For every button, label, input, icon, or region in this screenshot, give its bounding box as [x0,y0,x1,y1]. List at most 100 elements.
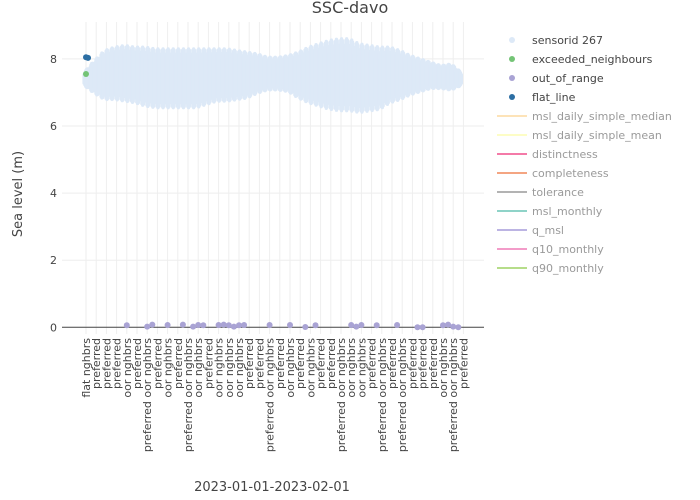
legend-item[interactable]: msl_monthly [497,205,603,218]
out-of-range-point [445,321,452,328]
x-tick-label: preferred [90,338,103,389]
x-tick-label: oor nghbrs [437,338,450,398]
x-tick-label: preferred [172,338,185,389]
out-of-range-point [215,321,222,328]
x-tick-label: preferred [366,338,379,389]
out-of-range-point [164,321,171,328]
out-of-range-point [144,323,151,330]
x-tick-label: preferred oor nghbrs [376,338,389,452]
legend-label: out_of_range [532,72,604,85]
x-tick-label: flat nghbrs [80,338,93,398]
legend-label: exceeded_neighbours [532,53,653,66]
x-tick-label: preferred oor nghbrs [182,338,195,452]
out-of-range-point [220,321,227,328]
legend-label: sensorid 267 [532,34,603,47]
out-of-range-point [190,323,197,330]
out-of-range-point [358,321,365,328]
x-tick-label: preferred oor nghbrs [264,338,277,452]
legend-label: completeness [532,167,609,180]
out-of-range-point [455,324,462,331]
legend-item[interactable]: msl_daily_simple_mean [497,129,662,142]
x-tick-label: oor nghbrs [121,338,134,398]
x-tick-label: preferred [417,338,430,389]
x-tick-label: preferred [111,338,124,389]
out-of-range-point [394,321,401,328]
out-of-range-point [353,323,360,330]
legend-item[interactable]: out_of_range [509,72,604,85]
out-of-range-point [302,323,309,330]
legend-label: flat_line [532,91,576,104]
legend-label: tolerance [532,186,584,199]
legend-label: q90_monthly [532,262,604,275]
out-of-range-point [266,321,273,328]
out-of-range-point [312,322,319,329]
data-points [83,54,462,331]
out-of-range-point [440,322,446,329]
y-tick-label: 4 [50,187,57,200]
legend-item[interactable]: completeness [497,167,609,180]
sensor-band [82,37,463,114]
x-tick-label: oor nghbrs [355,338,368,398]
x-tick-label: preferred [386,338,399,389]
y-axis-ticks: 0 2 4 6 8 [50,53,57,334]
x-tick-label: preferred oor nghbrs [141,338,154,452]
legend-item[interactable]: flat_line [509,91,576,104]
legend-item[interactable]: sensorid 267 [509,34,603,47]
x-tick-label: preferred [457,338,470,389]
y-tick-label: 2 [50,254,57,267]
legend-item[interactable]: q90_monthly [497,262,604,275]
legend-marker [509,56,515,62]
x-tick-label: preferred [151,338,164,389]
x-axis-title: 2023-01-01-2023-02-01 [194,480,350,495]
x-axis-ticks: flat nghbrspreferredpreferredpreferredoo… [80,338,470,452]
x-tick-label: preferred [131,338,144,389]
out-of-range-point [419,324,426,331]
y-tick-label: 0 [50,321,57,334]
out-of-range-point [373,322,380,329]
out-of-range-point [236,322,242,329]
out-of-range-point [241,321,248,328]
x-tick-label: preferred [243,338,256,389]
y-tick-label: 8 [50,53,57,66]
out-of-range-point [414,324,421,331]
x-tick-label: oor nghbrs [162,338,175,398]
x-tick-label: preferred [274,338,287,389]
exceeded-neighbours-point [83,71,89,77]
x-tick-label: oor nghbrs [192,338,205,398]
out-of-range-point [450,323,457,330]
legend-label: msl_monthly [532,205,603,218]
x-tick-label: oor nghbrs [233,338,246,398]
legend-item[interactable]: distinctness [497,148,598,161]
x-tick-label: preferred [427,338,440,389]
legend-marker [509,75,515,81]
legend-label: msl_daily_simple_mean [532,129,662,142]
legend-item[interactable]: q_msl [497,224,564,237]
x-tick-label: preferred oor nghbrs [447,338,460,452]
out-of-range-point [149,321,156,328]
x-tick-label: preferred [315,338,328,389]
legend-item[interactable]: q10_monthly [497,243,604,256]
legend-label: q_msl [532,224,564,237]
out-of-range-point [195,321,202,328]
x-tick-label: preferred [100,338,113,389]
legend-item[interactable]: tolerance [497,186,584,199]
y-tick-label: 6 [50,120,57,133]
x-tick-label: oor nghbrs [213,338,226,398]
flat-line-point [85,54,92,61]
x-tick-label: oor nghbrs [284,338,297,398]
legend-label: distinctness [532,148,598,161]
out-of-range-point [179,321,186,328]
out-of-range-point [225,322,232,329]
legend-label: msl_daily_simple_median [532,110,672,123]
x-tick-label: preferred [253,338,266,389]
legend[interactable]: sensorid 267 exceeded_neighbours out_of_ra… [497,34,672,275]
out-of-range-point [348,321,355,328]
legend-marker [509,94,515,100]
legend-item[interactable]: exceeded_neighbours [509,53,653,66]
legend-item[interactable]: msl_daily_simple_median [497,110,672,123]
x-tick-label: preferred oor nghbrs [335,338,348,452]
x-tick-label: preferred [202,338,215,389]
chart-title: SSC-davo [312,0,388,17]
x-tick-label: preferred oor nghbrs [396,338,409,452]
